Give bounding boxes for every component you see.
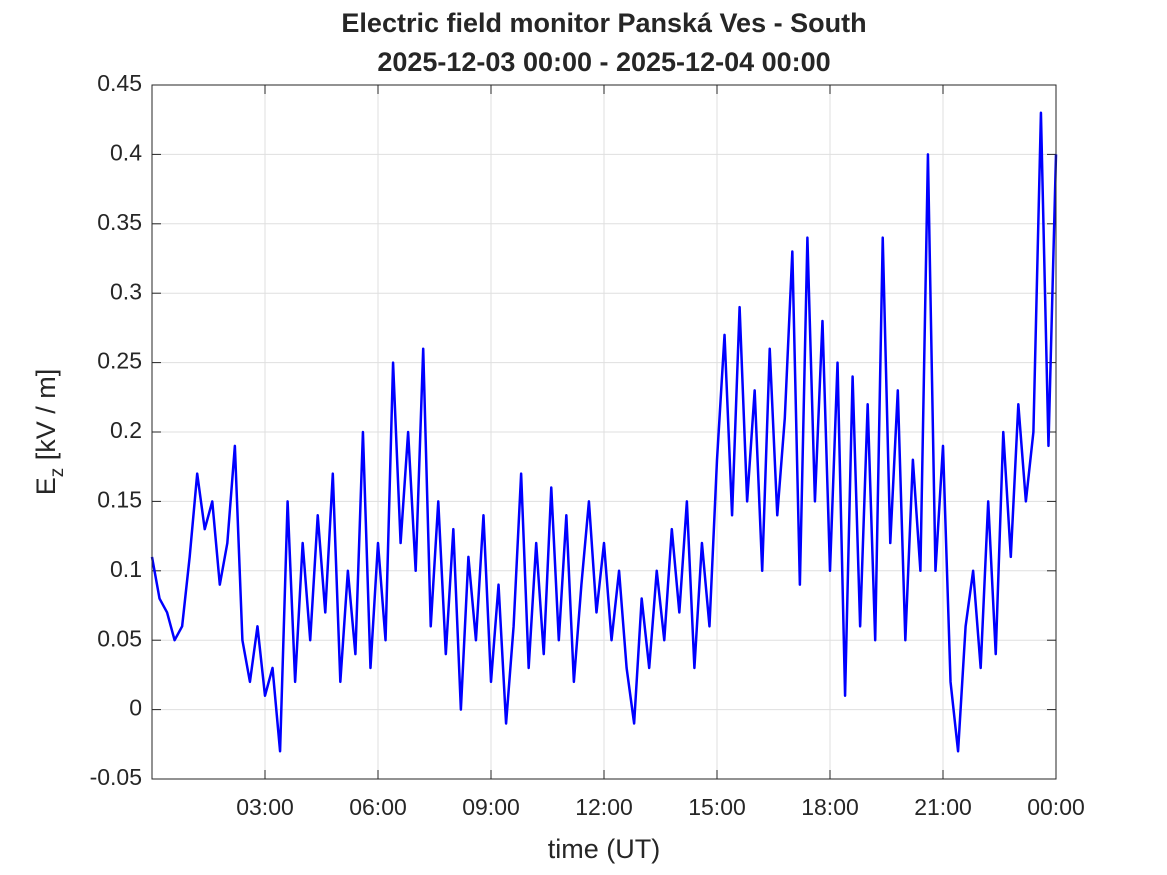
x-tick-label: 15:00: [688, 794, 746, 820]
y-tick-label: 0.2: [110, 417, 142, 443]
y-tick-label: 0: [129, 695, 142, 721]
chart-title: Electric field monitor Panská Ves - Sout…: [341, 8, 866, 38]
y-axis-label-main: E: [31, 477, 61, 495]
y-tick-label: 0.3: [110, 278, 142, 304]
chart-subtitle: 2025-12-03 00:00 - 2025-12-04 00:00: [377, 47, 830, 77]
y-tick-label: 0.35: [97, 209, 142, 235]
x-axis-label: time (UT): [548, 834, 660, 864]
x-tick-label: 18:00: [801, 794, 859, 820]
data-line: [150, 111, 1058, 753]
y-axis-label-sub: z: [47, 468, 68, 478]
plot-frame: [151, 84, 1057, 780]
x-tick-label: 09:00: [462, 794, 520, 820]
y-tick-label: 0.25: [97, 348, 142, 374]
x-tick-label: 21:00: [914, 794, 972, 820]
x-tick-label: 00:00: [1027, 794, 1085, 820]
y-tick-label: 0.4: [110, 139, 142, 165]
x-tick-label: 03:00: [236, 794, 294, 820]
y-tick-label: -0.05: [90, 764, 142, 790]
y-axis-label: Ez [kV / m]: [31, 369, 68, 496]
y-tick-label: 0.1: [110, 556, 142, 582]
plot-data: [150, 111, 1058, 753]
y-axis-label-rest: [kV / m]: [31, 369, 61, 468]
y-tick-label: 0.05: [97, 625, 142, 651]
x-tick-label: 06:00: [349, 794, 407, 820]
y-tick-label: 0.15: [97, 486, 142, 512]
x-tick-label: 12:00: [575, 794, 633, 820]
y-tick-label: 0.45: [97, 70, 142, 96]
